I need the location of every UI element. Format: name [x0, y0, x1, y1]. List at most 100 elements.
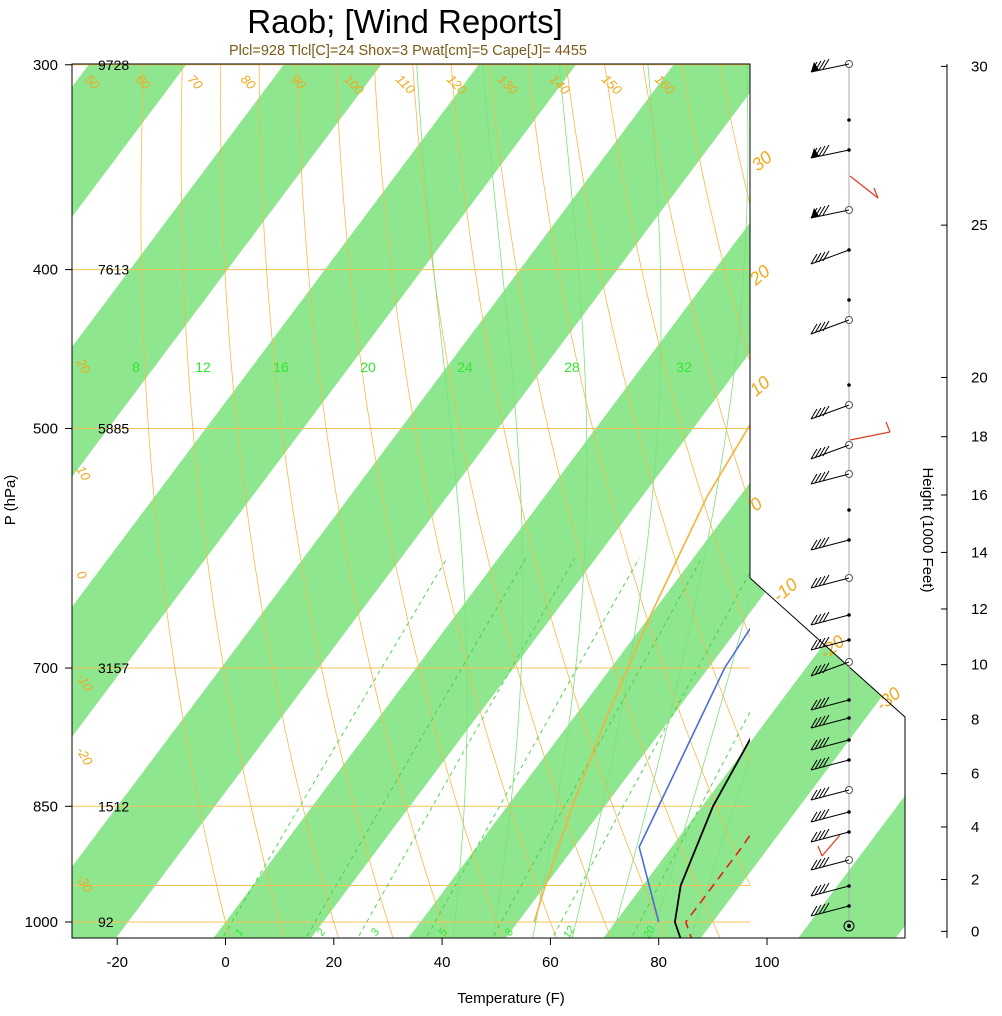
wind-barb-feather: [818, 446, 826, 458]
moist-adiabat: [650, 596, 750, 938]
wind-barb-feather: [810, 665, 818, 677]
wind-barb-feather: [810, 739, 818, 751]
wind-barb-feather: [818, 612, 826, 624]
wind-barb-feather: [822, 856, 830, 868]
y-axis-label: P (hPa): [2, 475, 19, 526]
wind-barb-feather: [822, 204, 830, 216]
wind-calm-circle: [843, 920, 855, 932]
geopotential-height-label: 5885: [98, 420, 129, 436]
dry-adiabat: [220, 64, 339, 938]
mixing-ratio-line: [551, 571, 750, 938]
band-temp-label: -30: [872, 683, 905, 715]
wind-barb-staff: [810, 759, 850, 771]
height-tick-label: 10: [971, 657, 988, 674]
wind-barb-feather: [822, 696, 830, 708]
moist-adiabat: [532, 64, 588, 938]
wind-barb-feather: [818, 575, 826, 587]
wind-barb-feather: [810, 859, 818, 871]
wind-barb-feather: [810, 905, 818, 917]
wind-barb-feather: [810, 473, 818, 485]
x-axis: -20 0 20 40 60 80 100: [72, 937, 905, 971]
dry-adiabat: [872, 0, 1002, 957]
wind-barb-feather: [810, 539, 818, 551]
height-tick-label: 4: [971, 819, 979, 836]
height-tick-label: 6: [971, 766, 979, 783]
wind-barb-feather: [810, 253, 818, 265]
wind-barb-feather: [818, 321, 826, 333]
wind-barb-feather: [822, 714, 830, 726]
wind-barb-feather: [818, 251, 826, 263]
wind-barb-feather: [818, 145, 826, 157]
mixing-ratio-line: [305, 558, 527, 938]
wind-barb-feather: [822, 756, 830, 768]
height-tick-label: 12: [971, 601, 988, 618]
x-tick-label: 100: [754, 954, 779, 971]
dry-adiabat-label: 150: [599, 72, 625, 98]
height-tick-label: 2: [971, 872, 979, 889]
wind-level-dot: [847, 508, 851, 512]
mixing-ratio-label: 12: [561, 924, 578, 941]
wind-barb-staff: [810, 539, 850, 551]
moist-adiabat-label: 32: [676, 359, 692, 375]
wind-barb-feather: [810, 639, 818, 651]
wind-barb-feather: [814, 884, 822, 896]
wind-barb-feather: [822, 808, 830, 820]
wind-barb-feather: [810, 323, 818, 335]
wind-barb-feather: [814, 810, 822, 822]
wind-barb-alternate-feather: [817, 845, 823, 857]
wind-barb-staff: [810, 614, 850, 626]
wind-barb-alternate-feather: [885, 421, 891, 433]
dry-adiabat: [373, 64, 557, 938]
wind-barb-staff: [810, 717, 850, 729]
wind-barb-staff: [810, 444, 850, 460]
wind-barb-feather: [822, 536, 830, 548]
height-tick-label: 30: [971, 58, 988, 75]
wind-barb-staff: [810, 577, 850, 589]
pressure-tick-label: 700: [33, 660, 58, 677]
wind-barb-feather: [822, 611, 830, 623]
wind-barb-feather: [814, 698, 822, 710]
dry-adiabat: [604, 64, 750, 639]
geopotential-height-label: 92: [98, 914, 114, 930]
wind-barb-feather: [818, 59, 826, 71]
temperature-band: [72, 64, 905, 938]
wind-barb-feather: [818, 537, 826, 549]
height-tick-label: 8: [971, 712, 979, 729]
wind-barb-feather: [818, 406, 826, 418]
wind-barb-feather: [814, 664, 822, 676]
wind-barb-pennant: [811, 148, 819, 158]
height-tick-label: 18: [971, 429, 988, 446]
wind-barb-staff: [810, 209, 850, 219]
wind-barb-staff: [810, 831, 850, 843]
dry-adiabat: [956, 0, 1002, 957]
wind-barb-feather: [810, 885, 818, 897]
dry-adiabat: [412, 64, 612, 938]
dry-adiabat: [900, 0, 1002, 957]
wind-barb-column: [810, 58, 891, 932]
pressure-tick-label: 850: [33, 798, 58, 815]
wind-barb-feather: [814, 758, 822, 770]
pressure-tick-label: 300: [33, 57, 58, 74]
wind-barb-staff: [810, 149, 850, 159]
wind-barb-staff: [810, 739, 850, 751]
mixing-ratio-label: 1: [233, 927, 246, 938]
wind-barb-alternate-feather: [873, 187, 879, 199]
wind-barb-feather: [818, 737, 826, 749]
moist-adiabat-label: 20: [360, 359, 376, 375]
wind-barb-feather: [810, 811, 818, 823]
moist-adiabat: [571, 64, 662, 938]
height-tick-label: 14: [971, 544, 988, 561]
moist-adiabat: [611, 64, 749, 938]
wind-calm-dot: [847, 924, 851, 928]
temperature-band: [389, 64, 905, 938]
wind-barb-feather: [818, 883, 826, 895]
height-labels: 1665814290124851100297287613588531571512…: [98, 57, 129, 930]
wind-barb-feather: [810, 699, 818, 711]
geopotential-height-label: 3157: [98, 660, 129, 676]
x-tick-label: 0: [221, 954, 229, 971]
wind-barb-staff: [810, 789, 850, 801]
dry-adiabat: [489, 64, 721, 938]
sounding-series: [533, 423, 750, 938]
x-axis-label: Temperature (F): [457, 990, 565, 1007]
mixing-ratio-lines: [221, 558, 750, 938]
